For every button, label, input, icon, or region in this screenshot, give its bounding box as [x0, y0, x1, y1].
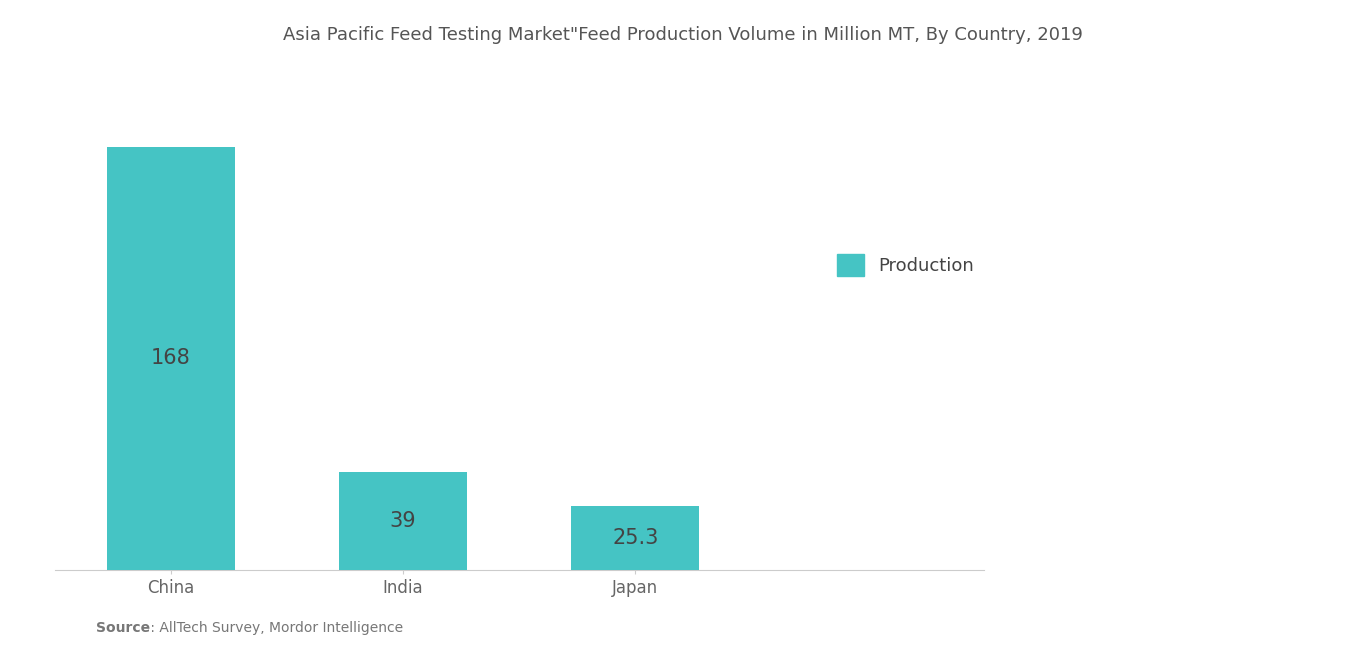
Text: Asia Pacific Feed Testing Market"Feed Production Volume in Million MT, By Countr: Asia Pacific Feed Testing Market"Feed Pr…: [283, 26, 1083, 44]
Text: 39: 39: [389, 511, 417, 531]
Legend: Production: Production: [837, 254, 974, 276]
Text: : AllTech Survey, Mordor Intelligence: : AllTech Survey, Mordor Intelligence: [146, 622, 403, 635]
Bar: [339, 472, 467, 570]
Bar: [571, 506, 699, 570]
Text: 25.3: 25.3: [612, 528, 658, 548]
Bar: [107, 147, 235, 570]
Text: 168: 168: [150, 348, 191, 368]
Text: Source: Source: [96, 622, 150, 635]
